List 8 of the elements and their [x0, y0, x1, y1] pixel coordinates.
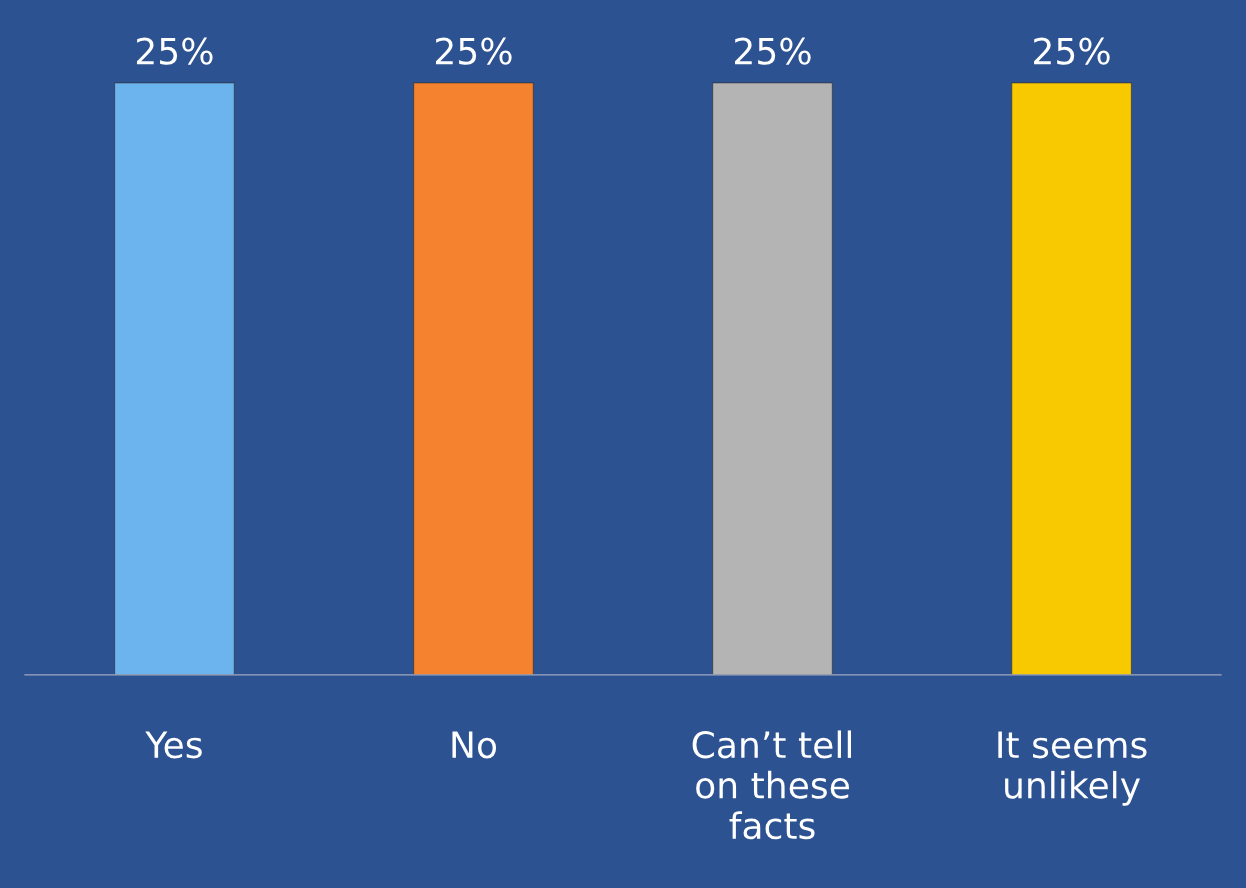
data-label: 25%	[1034, 37, 1110, 65]
data-label: 25%	[435, 37, 512, 65]
x-tick-label: Yes	[145, 731, 202, 759]
data-label: 25%	[136, 37, 213, 65]
x-tick-label: No	[452, 731, 497, 759]
data-label: 25%	[735, 37, 811, 65]
x-tick-label: It seems unlikely	[998, 731, 1147, 806]
x-tick-label: Can’t tell on these facts	[692, 730, 852, 840]
